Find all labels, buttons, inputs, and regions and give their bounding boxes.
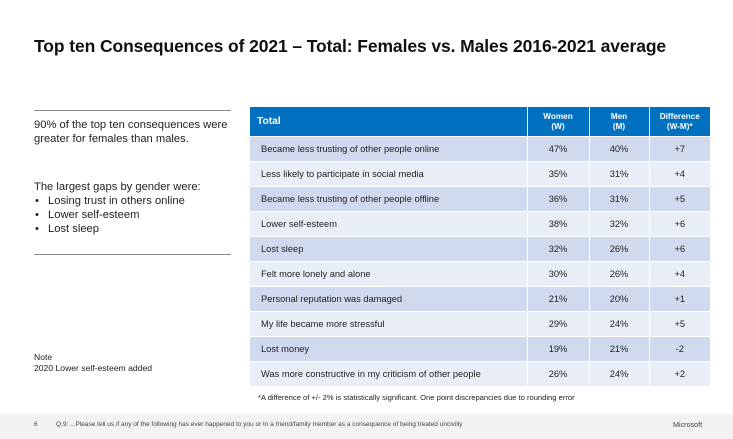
row-label: My life became more stressful [250,311,528,337]
women-value: 38% [527,211,590,237]
brand-label: Microsoft [673,420,703,429]
slide-title: Top ten Consequences of 2021 – Total: Fe… [34,36,667,56]
row-label: Felt more lonely and alone [250,261,528,287]
table-row: Lost sleep 32% 26% +6 [250,236,710,262]
note-heading: Note [34,352,53,362]
bullet-icon: • [35,209,39,221]
table-row: Personal reputation was damaged 21% 20% … [250,286,710,312]
women-value: 21% [527,286,590,312]
difference-value: +2 [649,361,710,386]
row-label: Personal reputation was damaged [250,286,528,312]
table-row: Became less trusting of other people off… [250,186,710,212]
row-label: Became less trusting of other people onl… [250,136,528,162]
significance-footnote: *A difference of +/- 2% is statistically… [258,393,575,402]
header-men-line1: Men [610,111,628,121]
consequences-table: Total Women (W) Men (M) Difference (W-M)* B… [250,107,710,386]
men-value: 26% [589,236,650,262]
difference-value: +4 [649,161,710,187]
header-women-line1: Women [543,111,573,121]
difference-value: +5 [649,311,710,337]
gap-item: • Losing trust in others online [34,194,185,208]
gaps-list: • Losing trust in others online • Lower se… [34,194,185,236]
men-value: 21% [589,336,650,362]
note-block: Note 2020 Lower self-esteem added [34,352,152,374]
table-row: Was more constructive in my criticism of… [250,361,710,386]
question-text: Q.9: ...Please tell us if any of the fol… [56,421,463,428]
difference-value: +1 [649,286,710,312]
women-value: 36% [527,186,590,212]
header-difference: Difference (W-M)* [649,107,710,137]
women-value: 19% [527,336,590,362]
table-row: Less likely to participate in social med… [250,161,710,187]
difference-value: +6 [649,211,710,237]
women-value: 26% [527,361,590,386]
row-label: Became less trusting of other people off… [250,186,528,212]
footer-bar: 6 Q.9: ...Please tell us if any of the f… [0,414,733,439]
men-value: 24% [589,311,650,337]
note-text: 2020 Lower self-esteem added [34,363,153,373]
gap-item: • Lost sleep [34,222,185,236]
header-diff-line2: (W-M)* [666,121,693,131]
row-label: Less likely to participate in social med… [250,161,528,187]
table-row: Lower self-esteem 38% 32% +6 [250,211,710,237]
women-value: 29% [527,311,590,337]
table-row: Lost money 19% 21% -2 [250,336,710,362]
header-women-line2: (W) [551,121,565,131]
men-value: 26% [589,261,650,287]
header-diff-line1: Difference [659,111,700,121]
row-label: Lost money [250,336,528,362]
difference-value: +4 [649,261,710,287]
difference-value: +7 [649,136,710,162]
row-label: Lost sleep [250,236,528,262]
difference-value: +6 [649,236,710,262]
difference-value: +5 [649,186,710,212]
row-label: Was more constructive in my criticism of… [250,361,528,386]
men-value: 31% [589,186,650,212]
top-divider [34,110,231,111]
page-number: 6 [34,421,38,428]
gap-item-label: Lost sleep [48,223,99,235]
bullet-icon: • [35,223,39,235]
gap-item-label: Losing trust in others online [48,195,185,207]
header-total: Total [250,107,528,137]
header-women: Women (W) [527,107,590,137]
table-row: Became less trusting of other people onl… [250,136,710,162]
table-header-row: Total Women (W) Men (M) Difference (W-M)* [250,107,710,137]
men-value: 31% [589,161,650,187]
table-row: Felt more lonely and alone 30% 26% +4 [250,261,710,287]
men-value: 24% [589,361,650,386]
header-men: Men (M) [589,107,650,137]
men-value: 20% [589,286,650,312]
summary-text: 90% of the top ten consequences were gre… [34,119,228,145]
women-value: 35% [527,161,590,187]
women-value: 30% [527,261,590,287]
women-value: 47% [527,136,590,162]
difference-value: -2 [649,336,710,362]
gaps-heading: The largest gaps by gender were: [34,181,201,193]
men-value: 32% [589,211,650,237]
header-men-line2: (M) [612,121,626,131]
gap-item-label: Lower self-esteem [48,209,140,221]
women-value: 32% [527,236,590,262]
bottom-divider [34,254,231,255]
gap-item: • Lower self-esteem [34,208,185,222]
bullet-icon: • [35,195,39,207]
table-row: My life became more stressful 29% 24% +5 [250,311,710,337]
men-value: 40% [589,136,650,162]
row-label: Lower self-esteem [250,211,528,237]
